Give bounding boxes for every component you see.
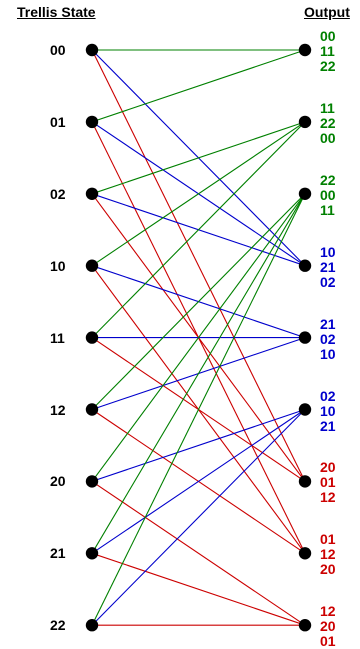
output-value: 10 (320, 243, 336, 260)
output-value: 02 (320, 330, 336, 347)
edge-12-to-02 (91, 193, 306, 410)
state-label: 00 (50, 42, 66, 58)
state-label: 02 (50, 185, 66, 202)
right-node-12 (298, 403, 312, 416)
right-node-20 (298, 475, 312, 488)
output-group: 10 21 02 (320, 243, 336, 290)
output-value: 01 (320, 474, 336, 491)
output-group: 21 02 10 (320, 315, 336, 362)
output-value: 10 (320, 345, 336, 362)
output-group: 00 11 22 (320, 29, 336, 74)
output-value: 20 (320, 459, 336, 476)
transition-edges (91, 49, 306, 626)
edge-02-to-01 (91, 121, 306, 195)
output-value: 12 (320, 546, 336, 563)
edge-22-to-12 (91, 409, 306, 626)
edge-20-to-22 (91, 480, 306, 626)
output-value: 20 (320, 618, 336, 635)
edge-21-to-22 (91, 552, 306, 626)
state-label: 01 (50, 113, 66, 130)
output-group: 01 12 20 (320, 532, 336, 577)
output-value: 10 (320, 402, 336, 419)
output-value: 00 (320, 129, 336, 146)
output-value: 11 (320, 99, 335, 116)
output-value: 21 (320, 258, 336, 275)
output-value: 00 (320, 186, 336, 203)
left-node-12 (85, 403, 99, 416)
trellis-nodes (85, 43, 312, 632)
output-group: 20 01 12 (320, 460, 336, 505)
right-node-21 (298, 547, 312, 560)
left-node-00 (85, 43, 99, 57)
left-node-02 (85, 187, 99, 200)
output-value: 21 (320, 315, 336, 332)
edge-01-to-00 (91, 49, 306, 123)
edge-11-to-01 (91, 121, 306, 338)
left-node-11 (85, 331, 99, 344)
edge-21-to-12 (91, 409, 306, 554)
state-label: 21 (50, 545, 66, 562)
left-node-20 (85, 475, 99, 488)
right-node-11 (298, 331, 312, 344)
right-node-22 (298, 619, 312, 632)
state-label: 20 (50, 473, 66, 490)
output-value: 21 (320, 417, 336, 434)
output-group: 12 20 01 (320, 604, 336, 649)
output-value: 22 (320, 58, 336, 74)
state-label: 11 (50, 329, 65, 346)
right-node-01 (298, 115, 312, 129)
edge-20-to-02 (91, 193, 306, 482)
edge-20-to-12 (91, 408, 306, 482)
output-group: 02 10 21 (320, 387, 336, 434)
trellis-state-header: Trellis State (17, 4, 96, 20)
left-node-10 (85, 259, 99, 272)
edge-22-to-02 (91, 193, 306, 626)
state-label: 12 (50, 401, 66, 418)
output-value: 12 (320, 603, 336, 620)
edge-21-to-02 (91, 193, 306, 554)
output-value: 11 (320, 43, 335, 59)
left-node-22 (85, 619, 99, 632)
output-value: 02 (320, 387, 336, 404)
output-value: 20 (320, 561, 336, 578)
output-group: 22 00 11 (320, 171, 336, 218)
output-header: Output (304, 4, 350, 20)
output-value: 12 (320, 489, 336, 506)
output-value: 01 (320, 633, 336, 649)
edge-10-to-01 (91, 121, 306, 267)
state-label: 22 (50, 617, 66, 634)
right-node-00 (298, 43, 312, 57)
right-node-02 (298, 187, 312, 200)
output-value: 00 (320, 28, 336, 44)
edge-00-to-20 (91, 49, 306, 482)
output-value: 11 (320, 201, 335, 218)
left-node-21 (85, 547, 99, 560)
output-group: 11 22 00 (320, 99, 336, 146)
state-label: 10 (50, 257, 66, 274)
left-node-01 (85, 115, 99, 129)
output-value: 22 (320, 114, 336, 131)
output-value: 02 (320, 273, 336, 290)
output-value: 22 (320, 171, 336, 188)
right-node-10 (298, 259, 312, 272)
output-value: 01 (320, 531, 336, 548)
